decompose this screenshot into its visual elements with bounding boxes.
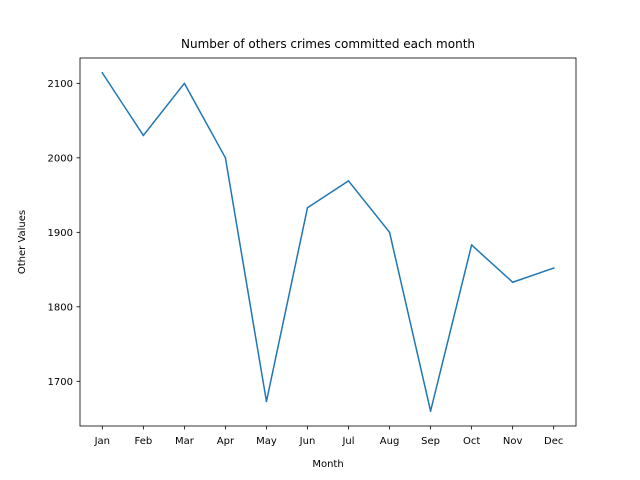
x-axis-ticks: Jan Feb Mar Apr May Jun Jul Aug Sep Oct Nov Dec [94,426,563,447]
data-point [183,82,186,85]
x-axis-label: Month [312,459,343,470]
y-tick-label: 1900 [48,228,73,239]
data-point [101,72,104,74]
y-tick-label: 1800 [48,302,73,313]
series-line [101,71,555,412]
y-axis-label: Other Values [17,210,28,274]
y-tick-label: 1700 [48,377,73,388]
data-point [142,134,145,137]
plot-frame [79,57,577,427]
data-point [511,281,514,284]
data-point [429,410,432,412]
x-tick-label: Mar [175,436,195,447]
x-tick-label: Jun [299,436,316,447]
data-point [265,400,268,403]
series-layer [101,71,555,412]
data-point [470,244,473,246]
x-tick-label: Jan [94,436,110,447]
x-tick-label: Dec [544,436,563,447]
data-point [552,267,555,269]
data-point [224,157,227,159]
y-axis-ticks: 1700 1800 1900 2000 2100 [48,79,80,388]
y-tick-label: 2100 [48,79,73,90]
x-tick-label: Sep [421,436,440,447]
x-tick-label: Nov [503,436,523,447]
y-tick-label: 2000 [48,153,73,164]
x-tick-label: Oct [463,436,480,447]
x-tick-label: Aug [380,436,400,447]
chart-title: Number of others crimes committed each m… [181,37,475,51]
data-point [306,206,309,209]
x-tick-label: Apr [217,436,235,447]
data-point [347,180,350,182]
data-point [388,231,391,234]
x-tick-label: Feb [134,436,152,447]
x-tick-label: Jul [341,436,354,447]
x-tick-label: May [256,436,277,447]
